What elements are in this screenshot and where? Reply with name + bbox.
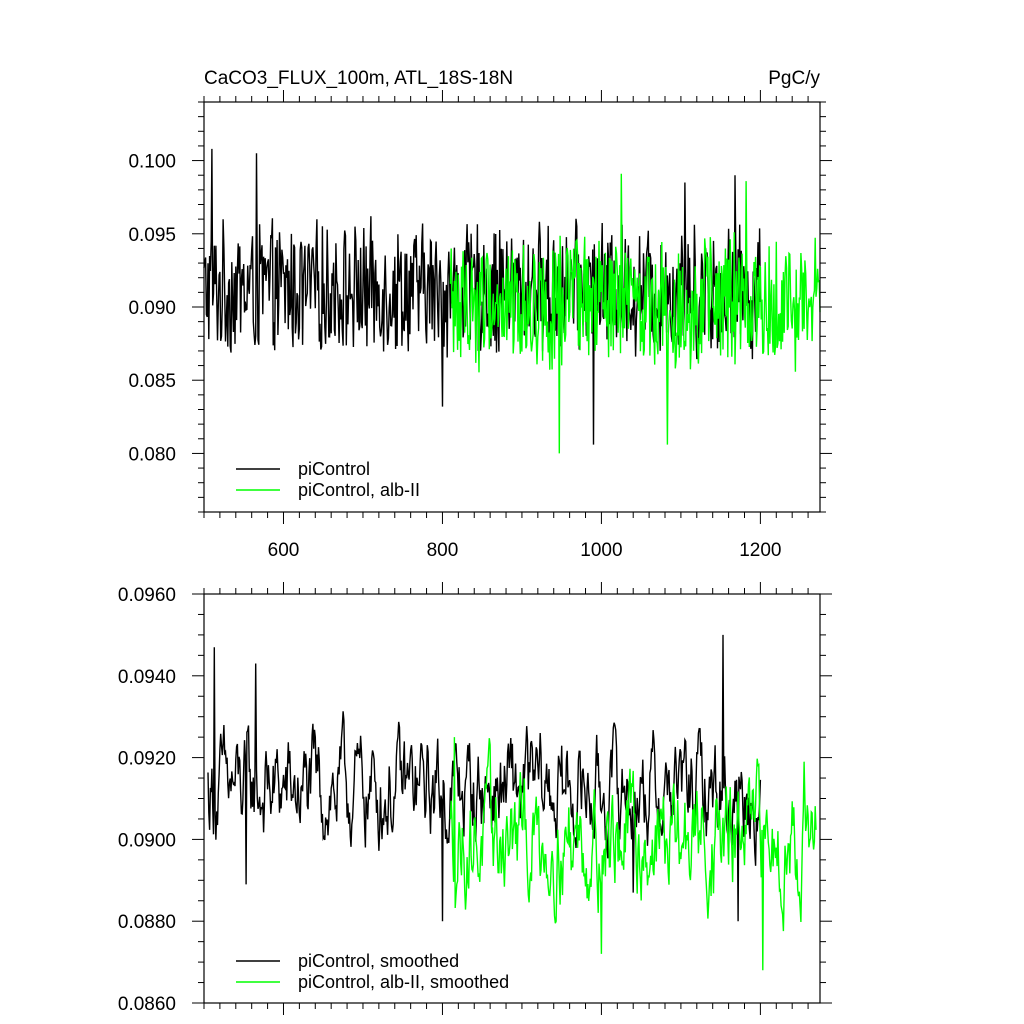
units-label: PgC/y	[768, 68, 820, 89]
y-tick-label: 0.080	[128, 444, 176, 465]
series-line	[449, 737, 817, 971]
series-line	[203, 148, 762, 445]
bottom-panel: 0.0860 0.0880 0.0900 0.0920 0.0940 0.0960 piC…	[118, 582, 832, 1015]
series-line	[207, 634, 762, 922]
x-tick-label: 600	[268, 540, 300, 561]
y-tick-label: 0.090	[128, 298, 176, 319]
y-tick-label: 0.0900	[118, 830, 176, 851]
x-tick-label: 800	[427, 540, 459, 561]
y-tick-label: 0.0920	[118, 749, 176, 770]
y-tick-label: 0.095	[128, 225, 176, 246]
legend-label-picontrol-smoothed: piControl, smoothed	[298, 951, 459, 971]
bottom-axes: 0.0860 0.0880 0.0900 0.0920 0.0940 0.0960	[118, 582, 832, 1015]
y-tick-label: 0.0880	[118, 912, 176, 933]
y-tick-label: 0.0940	[118, 667, 176, 688]
top-legend: piControl piControl, alb-II	[236, 459, 420, 500]
x-tick-label: 1000	[580, 540, 622, 561]
legend-label-picontrol: piControl	[298, 459, 370, 479]
plot-frame	[203, 593, 821, 1004]
y-tick-label: 0.0960	[118, 585, 176, 606]
chart-title: CaCO3_FLUX_100m, ATL_18S-18N	[204, 68, 513, 89]
x-tick-label: 1200	[739, 540, 781, 561]
top-panel: CaCO3_FLUX_100m, ATL_18S-18N PgC/y 600 80…	[128, 68, 832, 561]
top-axes: 600 800 1000 1200 0.080 0.085 0.090 0.095 0.100	[128, 90, 832, 561]
legend-label-alb-ii-smoothed: piControl, alb-II, smoothed	[298, 972, 509, 992]
y-tick-label: 0.085	[128, 371, 176, 392]
y-tick-label: 0.100	[128, 152, 176, 173]
bottom-series-group	[207, 634, 817, 971]
series-line	[449, 173, 821, 454]
bottom-legend: piControl, smoothed piControl, alb-II, s…	[236, 951, 509, 992]
legend-label-alb-ii: piControl, alb-II	[298, 480, 420, 500]
y-tick-label: 0.0860	[118, 994, 176, 1015]
top-series-group	[203, 148, 821, 454]
